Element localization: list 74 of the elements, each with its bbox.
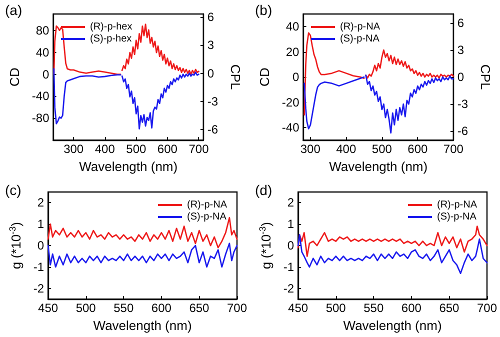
y2-tick-label: -6 xyxy=(457,124,468,138)
y2-tick-label: -3 xyxy=(207,94,218,109)
y-tick-label: -20 xyxy=(282,95,300,110)
x-tick-label: 600 xyxy=(151,301,172,316)
y-tick-label: -80 xyxy=(32,111,50,126)
y2-tick-label: 3 xyxy=(457,43,464,58)
y-tick-label: 20 xyxy=(286,44,300,59)
legend-label: (S)-p-NA xyxy=(187,212,227,222)
y-axis-title: CD xyxy=(257,68,272,86)
y2-tick-label: 6 xyxy=(457,16,464,30)
x-axis-title: Wavelength (nm) xyxy=(79,159,178,174)
y2-axis-title: CPL xyxy=(478,64,493,90)
y2-tick-label: 3 xyxy=(207,38,214,52)
y-tick-label: 1 xyxy=(37,217,44,232)
x-tick-label: 600 xyxy=(157,142,178,156)
x-tick-label: 550 xyxy=(114,301,134,316)
x-tick-label: 700 xyxy=(188,142,210,156)
y2-tick-label: 6 xyxy=(207,10,214,24)
x-tick-label: 400 xyxy=(94,142,116,156)
y2-tick-label: 0 xyxy=(207,66,214,80)
legend-label: (R)-p-hex xyxy=(90,22,132,32)
legend-label: (S)-p-hex xyxy=(90,34,132,44)
y-tick-label: 40 xyxy=(286,20,300,34)
x-tick-label: 600 xyxy=(401,301,422,316)
legend-label: (R)-p-NA xyxy=(187,200,228,210)
x-tick-label: 650 xyxy=(189,301,210,316)
chart-title: (b) xyxy=(255,2,272,18)
x-axis-title: Wavelength (nm) xyxy=(343,318,442,333)
y-tick-label: 2 xyxy=(287,196,294,210)
y2-tick-label: -6 xyxy=(207,122,218,137)
y-tick-label: 0 xyxy=(42,67,50,82)
x-tick-label: 300 xyxy=(300,142,321,156)
y-axis-title: CD xyxy=(7,68,22,86)
y-tick-label: 2 xyxy=(37,196,44,210)
y2-axis-title: CPL xyxy=(228,64,243,90)
x-tick-label: 500 xyxy=(372,142,392,156)
chart-title: (d) xyxy=(255,182,272,198)
y-tick-label: -1 xyxy=(283,260,294,274)
y-axis-title: g (*10-3) xyxy=(8,222,24,270)
y-tick-label: 1 xyxy=(287,217,294,232)
x-tick-label: 500 xyxy=(76,301,96,316)
y-tick-label: -2 xyxy=(283,281,294,296)
y-tick-label: 0 xyxy=(287,238,294,253)
x-tick-label: 500 xyxy=(126,142,146,156)
y-tick-label: -40 xyxy=(32,89,50,104)
x-axis-title: Wavelength (nm) xyxy=(93,318,192,333)
x-tick-label: 400 xyxy=(336,142,356,156)
y2-tick-label: -3 xyxy=(457,97,468,112)
y-tick-label: 40 xyxy=(36,45,50,60)
x-tick-label: 450 xyxy=(288,301,308,316)
x-tick-label: 650 xyxy=(439,301,460,316)
x-tick-label: 300 xyxy=(64,142,84,156)
legend-label: (R)-p-NA xyxy=(340,22,380,32)
x-tick-label: 550 xyxy=(364,301,384,316)
x-axis-title: Wavelength (nm) xyxy=(329,159,428,174)
legend-label: (S)-p-NA xyxy=(437,212,477,222)
legend-label: (R)-p-NA xyxy=(437,200,478,210)
x-tick-label: 450 xyxy=(38,301,58,316)
y-tick-label: 80 xyxy=(36,23,50,38)
y-tick-label: -2 xyxy=(33,281,44,296)
x-tick-label: 500 xyxy=(326,301,346,316)
x-tick-label: 700 xyxy=(476,301,498,316)
chart-title: (a) xyxy=(5,2,22,18)
x-tick-label: 700 xyxy=(226,301,248,316)
x-tick-label: 700 xyxy=(443,142,464,156)
y-tick-label: -40 xyxy=(282,120,300,134)
y-tick-label: 0 xyxy=(292,70,300,84)
y-axis-title: g (*10-3) xyxy=(258,222,274,270)
y-tick-label: -1 xyxy=(33,260,44,274)
x-tick-label: 600 xyxy=(408,142,428,156)
chart-title: (c) xyxy=(5,182,22,198)
legend-label: (S)-p-NA xyxy=(340,34,380,44)
y2-tick-label: 0 xyxy=(457,70,464,84)
y-tick-label: 0 xyxy=(37,238,44,253)
